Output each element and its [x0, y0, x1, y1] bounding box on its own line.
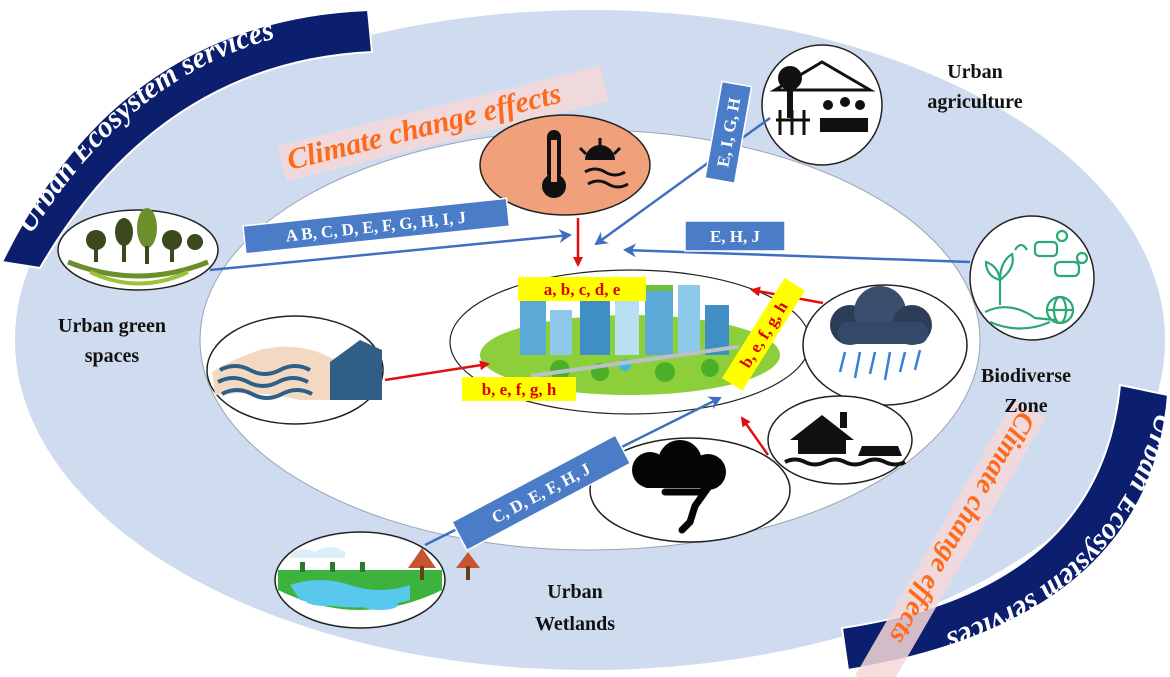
arrow-sea-to-city	[384, 360, 490, 382]
biodiverse-zone-node: Biodiverse Zone	[969, 215, 1095, 417]
tag-biodiverse-services-text: E, H, J	[710, 227, 761, 246]
smart-city-icon	[480, 280, 780, 395]
heat-thermometer-icon	[542, 130, 629, 198]
tag-effects-top: a, b, c, d, e	[518, 277, 646, 301]
arrow-biodiverse-to-city	[623, 243, 971, 264]
tag-effects-top-text: a, b, c, d, e	[544, 280, 621, 299]
urban-agriculture-label-line1: Urban	[947, 61, 1003, 83]
biodiversity-icon	[984, 229, 1089, 330]
rain-hazard	[802, 284, 968, 406]
storm-hazard	[589, 437, 791, 543]
tornado-icon	[632, 440, 726, 534]
urban-agriculture-node: Urban agriculture	[761, 44, 1023, 166]
arrow-flood-to-city	[740, 416, 770, 456]
arrow-green-to-city	[209, 229, 572, 272]
urban-agriculture-label-line2: agriculture	[927, 91, 1022, 113]
urban-green-spaces-label-line2: spaces	[85, 345, 140, 367]
sea-level-hazard	[206, 315, 384, 425]
biodiverse-zone-label-line1: Biodiverse	[981, 365, 1071, 387]
wetland-icon	[278, 547, 480, 610]
urban-wetlands-node: Urban Wetlands	[274, 531, 615, 635]
urban-green-spaces-node: Urban green spaces	[57, 208, 219, 367]
urban-wetlands-label-line2: Wetlands	[535, 613, 615, 635]
rain-cloud-icon	[830, 286, 932, 381]
tag-effects-left: b, e, f, g, h	[462, 377, 576, 401]
sea-wave-icon	[212, 340, 382, 400]
tag-agriculture-services: E, I, G, H	[704, 80, 753, 185]
urban-wetlands-label-line1: Urban	[547, 581, 603, 603]
tag-biodiverse-services: E, H, J	[684, 220, 786, 252]
tag-effects-left-text: b, e, f, g, h	[482, 380, 557, 399]
flood-hazard	[767, 395, 913, 485]
heat-hazard	[479, 114, 651, 216]
trees-icon	[67, 208, 209, 286]
flooded-house-icon	[784, 412, 906, 467]
urban-green-spaces-label-line1: Urban green	[58, 315, 166, 337]
greenhouse-icon	[769, 60, 876, 135]
biodiverse-zone-label-line2: Zone	[1004, 395, 1047, 417]
